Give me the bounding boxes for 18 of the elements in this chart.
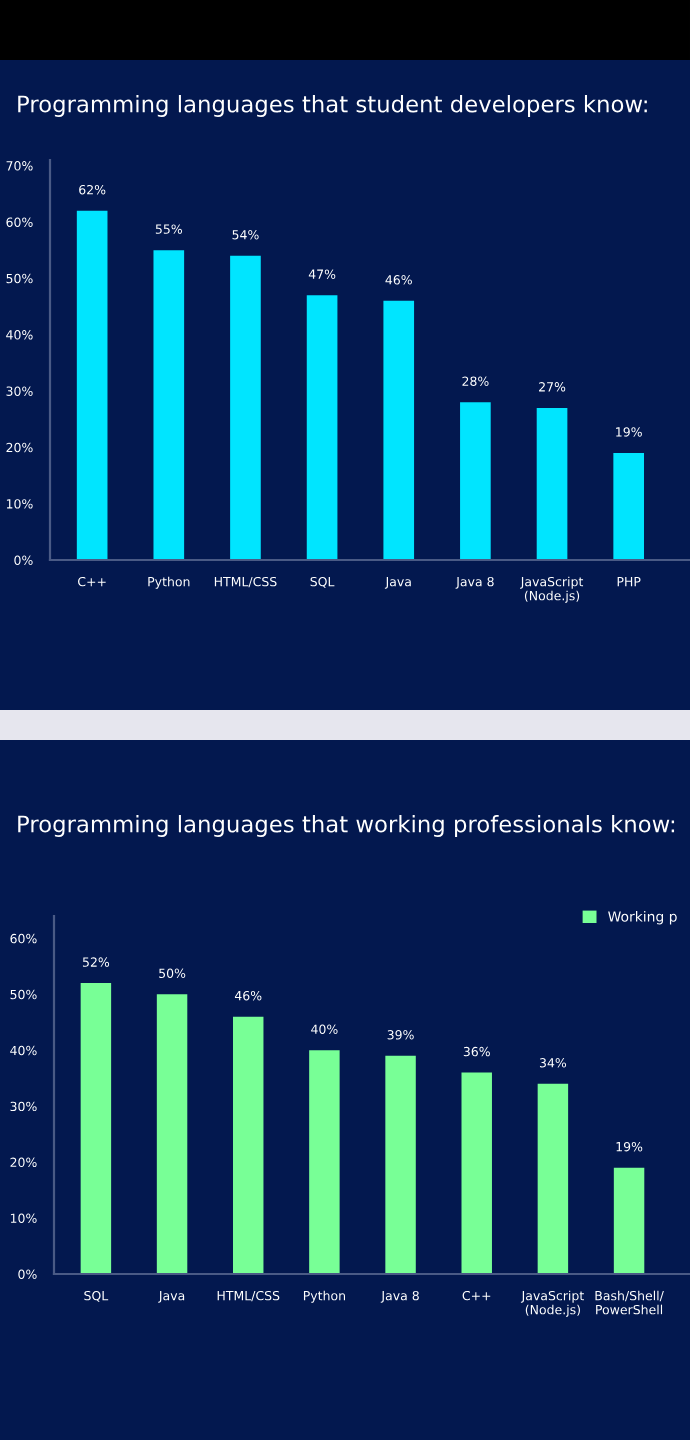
bar [537, 1083, 569, 1274]
bar [80, 983, 112, 1274]
bar [461, 1072, 492, 1274]
bar [232, 1016, 264, 1274]
bar [613, 1167, 645, 1274]
bar [76, 210, 108, 560]
bar [230, 255, 261, 560]
bar [460, 402, 491, 560]
bar [306, 295, 338, 560]
chart-title: Programming languages that student developers know: [18, 94, 647, 118]
chart-title: Programming languages that working professionals know: [18, 814, 675, 838]
bar [383, 300, 415, 560]
bar [309, 1050, 340, 1274]
bar [156, 994, 188, 1274]
bar [613, 452, 645, 560]
bar [153, 250, 185, 560]
bar [385, 1055, 416, 1274]
bar [536, 407, 568, 560]
